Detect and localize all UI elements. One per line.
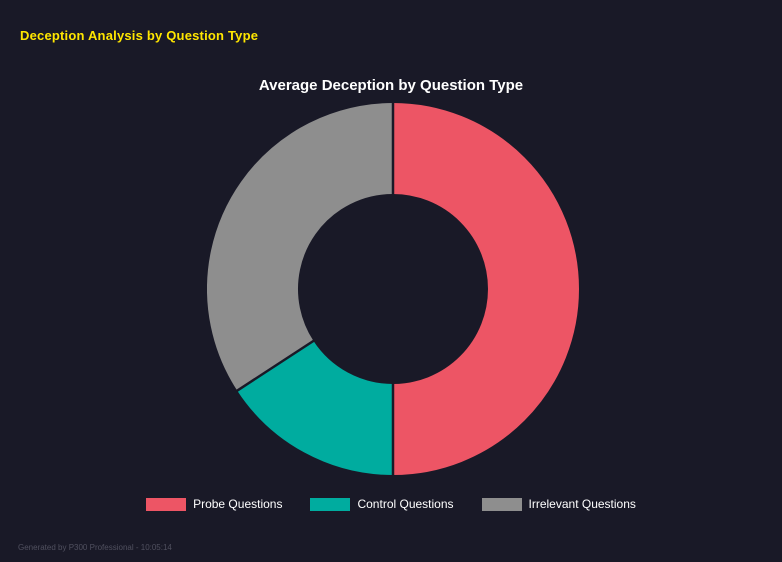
chart-legend: Probe Questions Control Questions Irreleva… — [0, 497, 782, 511]
chart-title: Average Deception by Question Type — [258, 77, 524, 94]
page-title: Deception Analysis by Question Type — [20, 28, 259, 43]
legend-label: Control Questions — [357, 497, 454, 511]
legend-swatch — [310, 497, 351, 511]
legend-label: Irrelevant Questions — [528, 497, 636, 511]
legend-swatch — [146, 497, 187, 511]
legend-swatch — [481, 497, 522, 511]
legend-item[interactable]: Control Questions — [310, 497, 454, 511]
legend-item[interactable]: Irrelevant Questions — [481, 497, 636, 511]
donut-chart — [207, 103, 579, 475]
footer-note: Generated by P300 Professional - 10:05:1… — [18, 543, 172, 552]
legend-label: Probe Questions — [193, 497, 283, 511]
legend-item[interactable]: Probe Questions — [146, 497, 282, 511]
segment-separator — [235, 339, 315, 393]
